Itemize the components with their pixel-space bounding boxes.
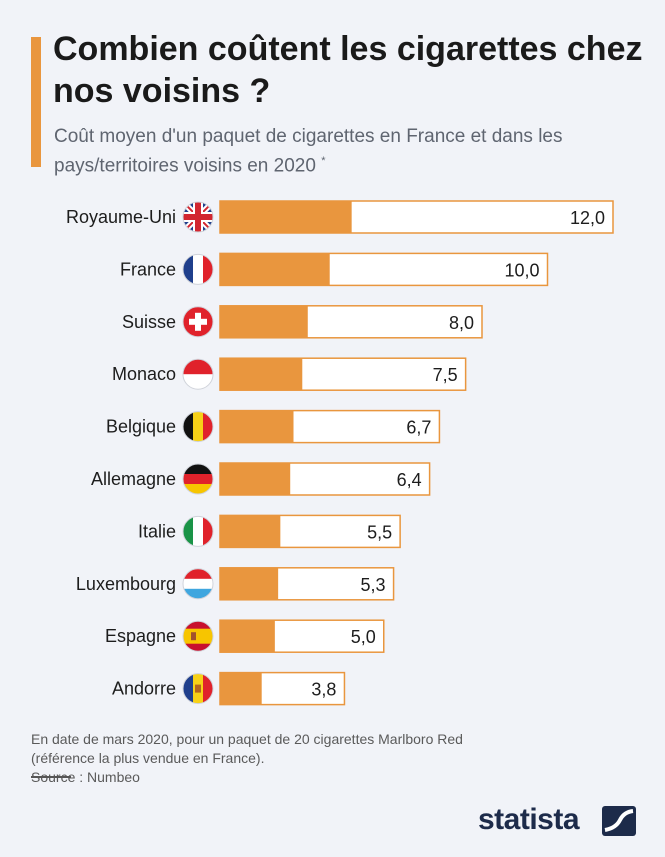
category-label: Suisse: [122, 312, 176, 332]
bar: [220, 463, 291, 495]
statista-logo-icon: [602, 806, 636, 836]
category-label: Italie: [138, 521, 176, 541]
category-label: Andorre: [112, 679, 176, 699]
source-strike-line: [31, 776, 71, 778]
bar: [220, 305, 308, 338]
bar: [220, 201, 352, 233]
data-label: 12,0: [570, 208, 605, 228]
bar: [220, 253, 330, 286]
flag-italy-icon: [182, 515, 214, 547]
flag-spain-icon: [182, 620, 214, 652]
data-label: 8,0: [449, 313, 474, 333]
footnote-line-1: En date de mars 2020, pour un paquet de …: [31, 731, 463, 747]
category-label: Espagne: [105, 626, 176, 646]
data-label: 5,0: [351, 627, 376, 647]
page-title: Combien coûtent les cigarettes chez nos …: [53, 30, 643, 110]
data-label: 7,5: [433, 365, 458, 385]
category-label: Belgique: [106, 417, 176, 437]
data-label: 3,8: [311, 680, 336, 700]
footnote-line-2: (référence la plus vendue en France).: [31, 750, 265, 766]
subtitle-text: Coût moyen d'un paquet de cigarettes en …: [54, 126, 563, 177]
data-label: 5,5: [367, 522, 392, 542]
flag-luxembourg-icon: [182, 568, 214, 600]
bar: [220, 515, 281, 548]
footnote: En date de mars 2020, pour un paquet de …: [31, 730, 631, 787]
data-label: 10,0: [504, 260, 539, 280]
category-label: Royaume-Uni: [66, 207, 176, 227]
bar: [220, 672, 262, 705]
bar: [220, 358, 303, 391]
bar: [220, 620, 275, 653]
subtitle-footnote-mark: *: [321, 155, 326, 167]
category-label: Luxembourg: [76, 574, 176, 594]
flag-andorra-icon: [182, 673, 214, 705]
data-label: 5,3: [361, 575, 386, 595]
flag-belgium-icon: [182, 411, 214, 443]
category-label: Allemagne: [91, 469, 176, 489]
flag-uk-icon: [182, 201, 214, 233]
bar: [220, 410, 294, 443]
title-accent-bar: [31, 37, 41, 167]
flag-monaco-icon: [182, 358, 214, 390]
page-subtitle: Coût moyen d'un paquet de cigarettes en …: [54, 124, 614, 178]
bar: [220, 567, 279, 600]
flag-france-icon: [182, 253, 214, 285]
flag-germany-icon: [182, 463, 214, 495]
data-label: 6,7: [406, 418, 431, 438]
flag-switzerland-icon: [182, 306, 214, 338]
statista-logo: statista: [478, 803, 580, 836]
category-label: France: [120, 259, 176, 279]
data-label: 6,4: [397, 470, 422, 490]
bar-chart: 12,0 Royaume-Uni 10,0 France 8,0 Suisse 7,5 Mon…: [66, 200, 614, 706]
category-label: Monaco: [112, 364, 176, 384]
source-text: Source : Numbeo: [31, 769, 140, 785]
